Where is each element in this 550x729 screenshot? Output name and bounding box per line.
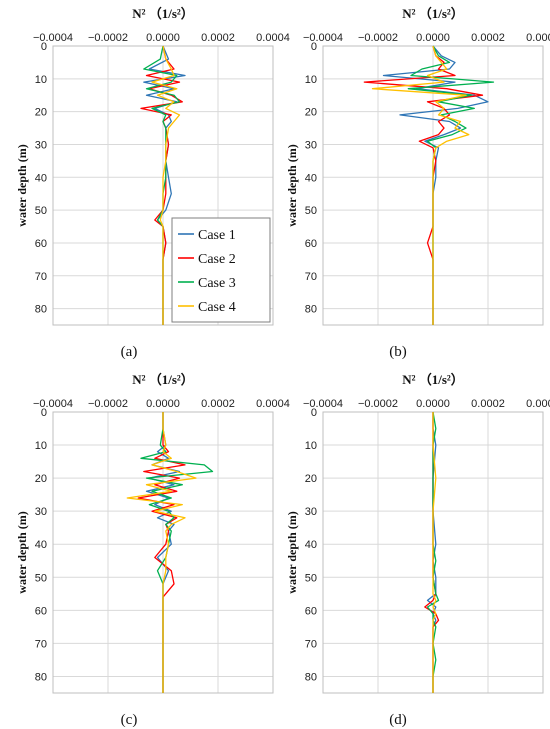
- y-tick-label: 60: [35, 605, 47, 617]
- x-tick-label: −0.0002: [358, 398, 398, 410]
- y-tick-label: 50: [305, 572, 317, 584]
- x-tick-label: −0.0004: [33, 398, 73, 410]
- y-tick-label: 50: [305, 205, 317, 217]
- y-tick-label: 70: [305, 638, 317, 650]
- x-axis-title: N² （1/s²）: [132, 6, 194, 21]
- legend-entry: Case 1: [198, 228, 236, 243]
- y-tick-label: 20: [35, 473, 47, 485]
- y-tick-label: 70: [35, 638, 47, 650]
- x-axis-title: N² （1/s²）: [132, 372, 194, 387]
- y-tick-label: 50: [35, 205, 47, 217]
- panel-label: (a): [121, 344, 138, 360]
- y-tick-label: 60: [305, 605, 317, 617]
- x-tick-label: 0.0004: [526, 32, 550, 44]
- y-axis-title: water depth (m): [285, 144, 299, 226]
- x-tick-label: −0.0002: [358, 32, 398, 44]
- y-tick-label: 30: [35, 139, 47, 151]
- x-tick-label: 0.0002: [201, 398, 235, 410]
- series-line-case-3: [140, 412, 214, 693]
- x-tick-label: 0.0000: [146, 398, 180, 410]
- panel-label: (b): [389, 344, 407, 360]
- y-tick-label: 20: [305, 473, 317, 485]
- x-tick-label: 0.0000: [416, 398, 450, 410]
- series-line-case-2: [363, 45, 484, 325]
- x-tick-label: 0.0004: [256, 398, 290, 410]
- y-axis-title: water depth (m): [285, 511, 299, 593]
- y-tick-label: 30: [35, 506, 47, 518]
- x-tick-label: −0.0002: [88, 398, 128, 410]
- y-tick-label: 70: [35, 271, 47, 283]
- x-tick-label: −0.0002: [88, 32, 128, 44]
- series-line-case-4: [151, 45, 181, 325]
- y-tick-label: 0: [311, 41, 317, 53]
- y-tick-label: 30: [305, 506, 317, 518]
- y-axis-title: water depth (m): [15, 144, 29, 226]
- chart-panel-1: −0.0004 −0.0002 0.0000 0.0002 0.0004 0 10 20 30 4…: [15, 6, 290, 360]
- series-line-case-4: [371, 45, 470, 325]
- legend-box: [171, 217, 271, 323]
- x-tick-label: −0.0004: [303, 32, 343, 44]
- x-tick-label: 0.0002: [471, 32, 505, 44]
- x-axis-title: N² （1/s²）: [402, 372, 464, 387]
- y-tick-label: 80: [305, 671, 317, 683]
- y-tick-label: 30: [305, 139, 317, 151]
- legend-entry: Case 2: [198, 252, 236, 267]
- y-tick-label: 20: [35, 107, 47, 119]
- panel-label: (c): [121, 712, 138, 728]
- series-line-case-3: [407, 45, 495, 325]
- x-tick-label: −0.0004: [303, 398, 343, 410]
- x-tick-label: 0.0004: [526, 398, 550, 410]
- x-tick-label: 0.0000: [146, 32, 180, 44]
- x-axis-title: N² （1/s²）: [402, 6, 464, 21]
- series-line-case-4: [126, 412, 197, 693]
- x-tick-label: 0.0002: [201, 32, 235, 44]
- legend-entry: Case 4: [198, 300, 236, 315]
- y-tick-label: 70: [305, 271, 317, 283]
- chart-panel-3: −0.0004 −0.0002 0.0000 0.0002 0.0004 0 10 20 30 4…: [15, 372, 290, 728]
- y-tick-label: 40: [305, 172, 317, 184]
- y-tick-label: 40: [35, 539, 47, 551]
- y-axis-title: water depth (m): [15, 511, 29, 593]
- y-tick-label: 10: [305, 440, 317, 452]
- legend-entry: Case 3: [198, 276, 236, 291]
- y-tick-label: 80: [35, 304, 47, 316]
- x-tick-label: 0.0000: [416, 32, 450, 44]
- y-tick-label: 0: [41, 407, 47, 419]
- chart-panel-2: −0.0004 −0.0002 0.0000 0.0002 0.0004 0 10 20 30 4…: [285, 6, 550, 360]
- legend: Case 1 Case 2 Case 3 Case 4: [171, 217, 271, 323]
- y-tick-label: 20: [305, 107, 317, 119]
- panel-label: (d): [389, 712, 407, 728]
- series-line-case-4: [432, 412, 437, 693]
- y-tick-label: 50: [35, 572, 47, 584]
- x-tick-label: 0.0002: [471, 398, 505, 410]
- x-tick-label: 0.0004: [256, 32, 290, 44]
- y-tick-label: 60: [305, 238, 317, 250]
- y-tick-label: 40: [35, 172, 47, 184]
- chart-panel-4: −0.0004 −0.0002 0.0000 0.0002 0.0004 0 10 20 30 4…: [285, 372, 550, 728]
- y-tick-label: 0: [311, 407, 317, 419]
- y-tick-label: 10: [35, 74, 47, 86]
- y-tick-label: 40: [305, 539, 317, 551]
- y-tick-label: 0: [41, 41, 47, 53]
- series-line-case-2: [424, 412, 440, 693]
- y-tick-label: 10: [35, 440, 47, 452]
- y-tick-label: 60: [35, 238, 47, 250]
- y-tick-label: 80: [305, 304, 317, 316]
- y-tick-label: 80: [35, 671, 47, 683]
- y-tick-label: 10: [305, 74, 317, 86]
- x-tick-label: −0.0004: [33, 32, 73, 44]
